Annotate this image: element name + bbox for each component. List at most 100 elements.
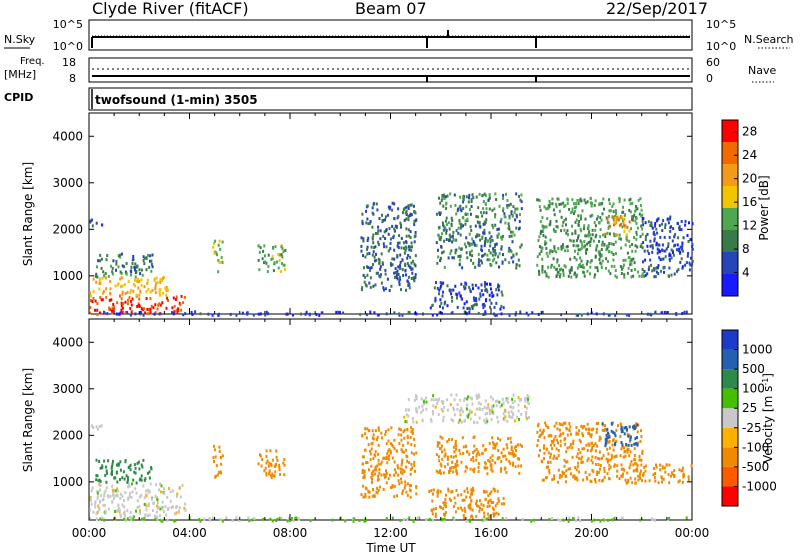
data-cell <box>445 202 448 206</box>
data-cell <box>475 299 478 303</box>
data-cell <box>263 261 265 265</box>
data-cell <box>362 455 365 459</box>
colorbar-tick-label: -100 <box>742 440 769 454</box>
data-cell <box>626 448 629 452</box>
data-cell <box>575 468 578 472</box>
data-cell <box>459 294 462 298</box>
data-cell <box>556 427 559 431</box>
data-cell <box>541 267 544 271</box>
data-cell <box>543 205 546 209</box>
data-cell <box>520 464 523 468</box>
data-cell <box>589 214 592 218</box>
data-cell <box>488 409 491 412</box>
data-cell <box>145 508 148 512</box>
data-cell <box>569 257 572 261</box>
data-cell <box>601 259 604 263</box>
data-cell <box>491 458 494 462</box>
data-cell <box>550 265 553 269</box>
data-cell <box>691 259 694 263</box>
data-cell <box>366 461 369 464</box>
data-cell <box>134 278 137 282</box>
data-cell <box>588 230 591 234</box>
data-cell <box>537 439 540 442</box>
data-cell <box>598 435 601 439</box>
data-cell <box>440 236 443 239</box>
data-cell <box>413 223 416 227</box>
data-cell <box>155 483 158 487</box>
data-cell <box>515 266 518 270</box>
data-cell <box>385 517 388 520</box>
data-cell <box>571 224 573 228</box>
data-cell <box>594 273 596 277</box>
data-cell <box>95 280 98 284</box>
data-cell <box>470 197 473 201</box>
data-cell <box>566 433 569 437</box>
data-cell <box>546 465 549 469</box>
data-cell <box>439 298 442 302</box>
data-cell <box>445 216 448 220</box>
data-cell <box>486 472 489 476</box>
data-cell <box>496 228 499 231</box>
data-cell <box>111 306 114 310</box>
data-cell <box>378 259 381 262</box>
data-cell <box>139 312 142 316</box>
data-cell <box>575 426 578 429</box>
data-cell <box>387 477 390 481</box>
data-cell <box>133 470 136 474</box>
data-cell <box>526 400 529 404</box>
data-cell <box>377 428 380 432</box>
data-cell <box>474 265 477 269</box>
data-cell <box>655 243 658 247</box>
data-cell <box>397 479 400 483</box>
data-cell <box>418 516 421 520</box>
data-cell <box>459 409 461 413</box>
data-cell <box>446 408 449 412</box>
data-cell <box>588 432 591 435</box>
data-cell <box>112 492 115 496</box>
data-cell <box>368 252 371 255</box>
data-cell <box>634 219 637 223</box>
data-cell <box>413 219 416 223</box>
data-cell <box>441 450 443 454</box>
data-cell <box>143 262 146 266</box>
data-cell <box>462 306 465 310</box>
data-cell <box>403 251 406 255</box>
data-cell <box>490 418 493 421</box>
data-cell <box>99 253 102 257</box>
data-cell <box>634 437 637 441</box>
data-cell <box>377 426 380 430</box>
data-cell <box>451 256 454 260</box>
data-cell <box>443 465 446 469</box>
data-cell <box>613 264 616 268</box>
data-cell <box>443 454 446 458</box>
data-cell <box>104 489 107 493</box>
data-cell <box>500 403 503 407</box>
data-cell <box>437 255 440 259</box>
data-cell <box>97 504 100 508</box>
data-cell <box>644 273 647 277</box>
data-cell <box>178 301 181 305</box>
data-cell <box>96 265 98 269</box>
data-cell <box>422 408 424 412</box>
data-cell <box>415 486 418 490</box>
data-cell <box>569 442 572 446</box>
data-cell <box>596 217 598 221</box>
data-cell <box>410 241 413 245</box>
data-cell <box>622 221 625 225</box>
data-cell <box>651 243 654 247</box>
data-cell <box>553 265 556 269</box>
data-cell <box>459 204 462 208</box>
data-cell <box>608 440 611 443</box>
data-cell <box>655 270 658 274</box>
data-cell <box>494 461 497 465</box>
data-cell <box>138 280 141 283</box>
data-cell <box>408 408 410 412</box>
data-cell <box>146 471 149 475</box>
data-cell <box>167 288 169 292</box>
data-cell <box>632 257 635 261</box>
data-cell <box>394 224 397 228</box>
data-cell <box>387 439 390 443</box>
data-cell <box>385 312 388 316</box>
data-cell <box>489 305 492 309</box>
data-cell <box>126 310 129 314</box>
